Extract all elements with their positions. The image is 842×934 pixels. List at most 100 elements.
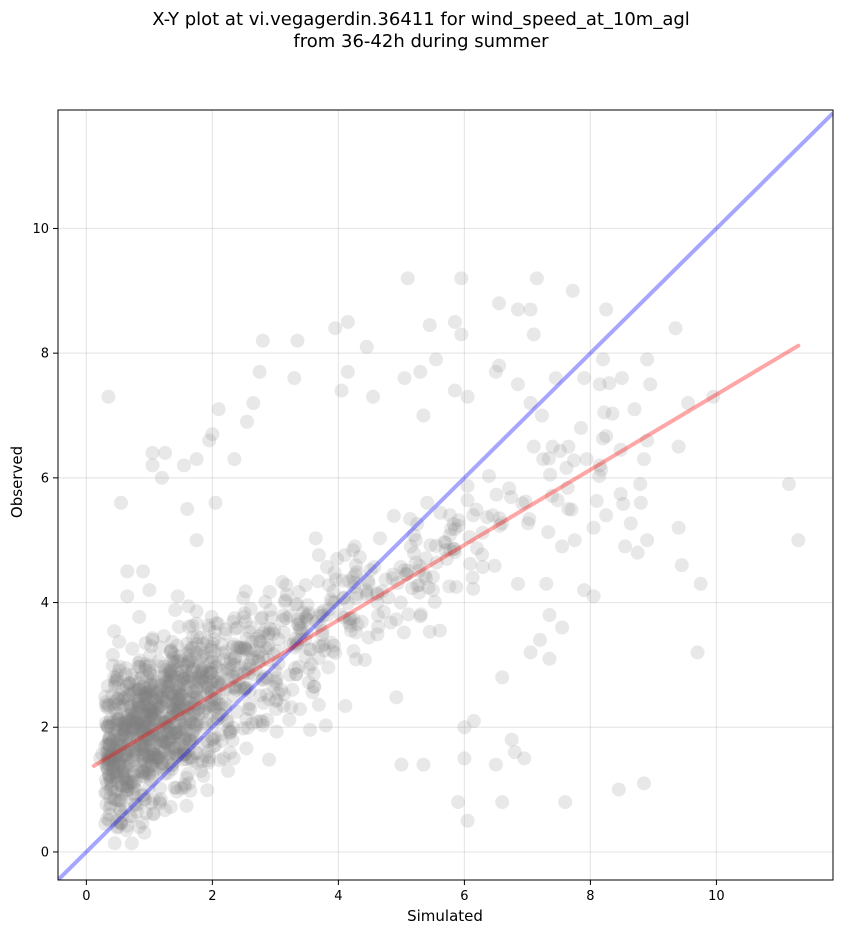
data-point — [422, 624, 437, 639]
data-point — [145, 743, 160, 758]
data-point — [124, 744, 139, 759]
data-point — [146, 806, 161, 821]
data-point — [346, 611, 361, 626]
data-point — [186, 659, 201, 674]
data-point — [255, 333, 270, 348]
data-point — [131, 700, 146, 715]
data-point — [299, 626, 314, 641]
data-point — [412, 563, 427, 578]
data-point — [105, 762, 120, 777]
data-point — [119, 720, 134, 735]
data-point — [238, 657, 253, 672]
data-point — [228, 680, 243, 695]
data-point — [206, 699, 221, 714]
data-point — [166, 726, 181, 741]
data-point — [116, 771, 131, 786]
data-point — [168, 740, 183, 755]
data-point — [690, 645, 705, 660]
data-point — [107, 679, 122, 694]
data-point — [153, 689, 168, 704]
data-point — [120, 783, 135, 798]
data-point — [189, 689, 204, 704]
data-point — [161, 755, 176, 770]
data-point — [260, 652, 275, 667]
data-point — [171, 744, 186, 759]
data-point — [470, 541, 485, 556]
data-point — [139, 685, 154, 700]
data-point — [170, 692, 185, 707]
data-point — [124, 836, 139, 851]
data-point — [205, 673, 220, 688]
data-point — [602, 376, 617, 391]
x-tick-label: 2 — [208, 889, 216, 904]
data-point — [274, 682, 289, 697]
data-point — [261, 638, 276, 653]
data-point — [252, 644, 267, 659]
data-point — [259, 687, 274, 702]
data-point — [447, 541, 462, 556]
data-point — [237, 640, 252, 655]
data-point — [102, 745, 117, 760]
data-point — [223, 724, 238, 739]
data-point — [177, 717, 192, 732]
data-point — [177, 731, 192, 746]
data-point — [120, 589, 135, 604]
data-point — [141, 704, 156, 719]
data-point — [150, 690, 165, 705]
data-point — [154, 690, 169, 705]
data-point — [102, 732, 117, 747]
data-point — [216, 652, 231, 667]
data-point — [221, 763, 236, 778]
data-point — [120, 692, 135, 707]
data-point — [122, 732, 137, 747]
data-point — [191, 675, 206, 690]
data-point — [156, 734, 171, 749]
data-point — [198, 679, 213, 694]
data-point — [292, 623, 307, 638]
data-point — [148, 747, 163, 762]
data-point — [228, 651, 243, 666]
data-point — [240, 680, 255, 695]
data-point — [137, 697, 152, 712]
data-point — [195, 754, 210, 769]
data-point — [251, 654, 266, 669]
data-point — [170, 638, 185, 653]
data-point — [107, 755, 122, 770]
data-point — [408, 533, 423, 548]
data-point — [117, 765, 132, 780]
data-point — [173, 653, 188, 668]
data-point — [228, 679, 243, 694]
data-point — [110, 711, 125, 726]
data-point — [227, 611, 242, 626]
data-point — [182, 776, 197, 791]
data-point — [131, 697, 146, 712]
data-point — [137, 792, 152, 807]
data-point — [106, 732, 121, 747]
data-point — [567, 533, 582, 548]
data-point — [429, 555, 444, 570]
data-point — [212, 672, 227, 687]
data-point — [345, 543, 360, 558]
data-point — [175, 722, 190, 737]
data-point — [114, 816, 129, 831]
data-point — [134, 753, 149, 768]
data-point — [165, 697, 180, 712]
data-point — [367, 560, 382, 575]
data-point — [136, 747, 151, 762]
data-point — [179, 752, 194, 767]
data-point — [116, 722, 131, 737]
data-point — [122, 730, 137, 745]
data-point — [105, 755, 120, 770]
data-point — [269, 674, 284, 689]
data-point — [191, 702, 206, 717]
data-point — [117, 801, 132, 816]
data-point — [262, 692, 277, 707]
data-point — [132, 701, 147, 716]
data-point — [253, 714, 268, 729]
data-point — [253, 611, 268, 626]
data-point — [312, 609, 327, 624]
data-point — [172, 687, 187, 702]
data-point — [202, 621, 217, 636]
data-point — [111, 713, 126, 728]
data-point — [168, 683, 183, 698]
